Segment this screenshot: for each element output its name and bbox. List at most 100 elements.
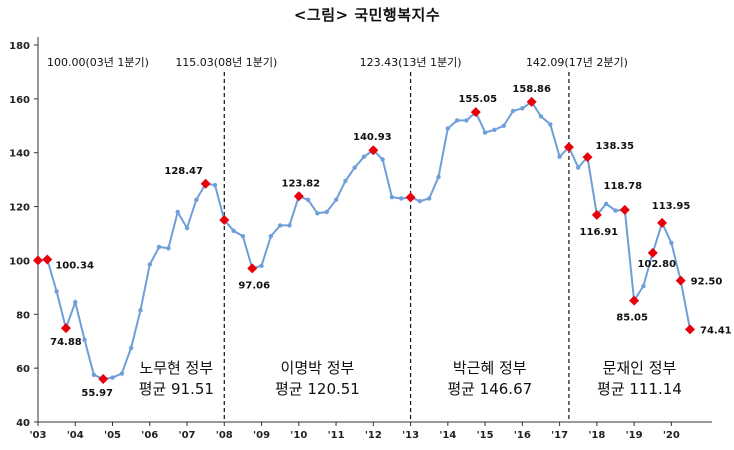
x-tick-label: '13 — [402, 430, 419, 441]
highlight-point — [219, 214, 230, 225]
top-annotation: 123.43(13년 1분기) — [360, 56, 462, 69]
x-tick-label: '06 — [141, 430, 158, 441]
highlight-point — [470, 107, 481, 118]
data-point — [603, 201, 609, 207]
highlight-point — [200, 178, 211, 189]
highlight-point — [619, 204, 630, 215]
data-point — [380, 157, 385, 162]
x-tick-label: '14 — [439, 430, 456, 441]
period-dividers — [223, 72, 570, 422]
top-annotation: 115.03(08년 1분기) — [175, 56, 277, 69]
x-tick-label: '04 — [67, 430, 84, 441]
data-label: 128.47 — [164, 166, 203, 177]
data-point — [557, 154, 562, 159]
data-point — [641, 283, 646, 289]
data-point — [91, 372, 97, 378]
data-label: 140.93 — [353, 132, 392, 143]
data-point — [445, 126, 451, 131]
data-point — [454, 118, 460, 123]
highlight-point — [675, 275, 686, 286]
data-point — [259, 263, 264, 269]
data-point — [576, 165, 581, 170]
data-point — [613, 208, 618, 213]
data-labels: 100.34 74.88 55.97 128.47 97.06 123.82 140.93 1… — [50, 84, 732, 399]
data-point — [482, 130, 488, 135]
era-name: 문재인 정부 — [603, 359, 677, 377]
x-tick-label: '05 — [104, 430, 121, 441]
x-tick-label: '11 — [328, 430, 345, 441]
series-polyline — [37, 100, 691, 381]
highlight-point — [293, 191, 304, 202]
data-label: 118.78 — [604, 181, 643, 192]
data-point — [417, 198, 423, 204]
data-point — [501, 123, 506, 128]
highlight-point — [629, 295, 640, 306]
data-point — [324, 209, 329, 215]
data-point — [128, 345, 134, 351]
data-point — [268, 233, 274, 239]
data-point — [548, 122, 553, 127]
data-point — [343, 178, 348, 184]
y-tick-label: 100 — [9, 256, 30, 267]
highlight-point — [33, 255, 43, 266]
data-label: 74.88 — [50, 337, 82, 348]
x-tick-label: '09 — [253, 430, 270, 441]
data-label: 113.95 — [652, 201, 691, 212]
x-tick-label: '20 — [663, 430, 680, 441]
data-label: 123.82 — [282, 178, 321, 189]
data-point — [399, 196, 404, 201]
x-tick-label: '15 — [477, 430, 494, 441]
data-point — [110, 375, 115, 380]
data-label: 102.80 — [637, 259, 676, 270]
x-tick-label: '10 — [290, 430, 307, 441]
data-point — [231, 228, 236, 234]
data-point — [277, 223, 283, 228]
data-point — [82, 337, 87, 343]
data-label: 158.86 — [512, 84, 551, 95]
data-point — [464, 118, 469, 123]
data-point — [212, 182, 218, 188]
highlight-point — [685, 324, 695, 335]
data-point — [240, 233, 246, 239]
data-point — [305, 197, 311, 203]
era-average: 평균 146.67 — [447, 380, 532, 398]
data-label: 155.05 — [458, 94, 497, 105]
data-point — [73, 299, 78, 305]
x-tick-label: '18 — [588, 430, 605, 441]
data-label: 85.05 — [616, 313, 648, 324]
era-name: 이명박 정부 — [281, 359, 355, 377]
x-tick-label: '17 — [551, 430, 568, 441]
data-point — [520, 106, 525, 111]
era-name: 박근혜 정부 — [453, 359, 527, 377]
x-tick-label: '16 — [514, 430, 531, 441]
series-markers — [33, 96, 695, 384]
y-tick-label: 140 — [9, 149, 30, 160]
x-tick-label: '07 — [179, 430, 196, 441]
data-point — [175, 209, 180, 215]
x-tick-label: '19 — [626, 430, 643, 441]
y-tick-label: 180 — [9, 41, 30, 52]
data-point — [315, 211, 320, 216]
era-average: 평균 120.51 — [275, 380, 360, 398]
data-label: 97.06 — [238, 280, 270, 291]
data-label: 55.97 — [81, 388, 113, 399]
data-point — [538, 114, 544, 119]
data-label: 74.41 — [700, 325, 732, 336]
top-annotation: 100.00(03년 1분기) — [47, 56, 149, 69]
data-point — [54, 289, 59, 294]
data-point — [333, 197, 339, 203]
data-label: 100.34 — [55, 261, 94, 272]
data-point — [166, 246, 171, 251]
data-point — [510, 108, 516, 114]
data-point — [352, 165, 357, 170]
highlight-point — [582, 152, 593, 163]
era-average: 평균 111.14 — [597, 380, 682, 398]
data-point — [492, 127, 497, 133]
data-point — [361, 154, 367, 159]
top-annotations: 100.00(03년 1분기) 115.03(08년 1분기) 123.43(13년… — [47, 56, 628, 69]
data-point — [119, 371, 125, 376]
chart-title: <그림> 국민행복지수 — [293, 6, 441, 24]
data-point — [156, 244, 162, 250]
series-line — [37, 100, 691, 381]
